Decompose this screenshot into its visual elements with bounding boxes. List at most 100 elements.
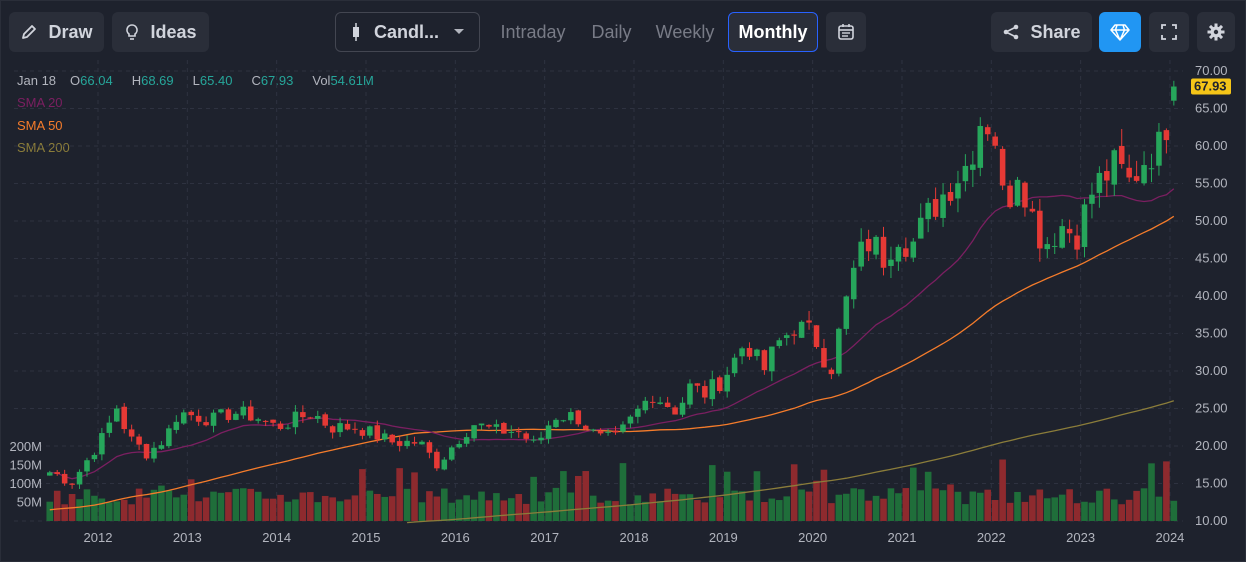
volume-bar <box>1058 494 1066 521</box>
volume-bar <box>1081 501 1088 521</box>
candle-body <box>895 246 902 262</box>
legend-sma-20: SMA 20 <box>17 95 63 110</box>
candle-body <box>158 445 165 449</box>
candle-body <box>203 422 209 426</box>
candle-body <box>359 430 366 436</box>
premium-button[interactable] <box>1099 12 1141 52</box>
fullscreen-button[interactable] <box>1149 12 1189 52</box>
candle-body <box>1014 179 1021 206</box>
candle-body <box>970 164 976 170</box>
volume-bar <box>403 488 411 521</box>
diamond-icon <box>1110 23 1130 41</box>
candle-body <box>873 236 879 255</box>
candle-body <box>54 472 60 475</box>
volume-bar <box>582 471 590 521</box>
volume-bar <box>976 492 984 521</box>
volume-bar <box>180 494 188 521</box>
volume-bar <box>83 489 91 521</box>
ideas-button[interactable]: Ideas <box>112 12 209 52</box>
tab-intraday[interactable]: Intraday <box>500 21 566 42</box>
candle-body <box>1133 176 1140 181</box>
calendar-button[interactable] <box>826 12 866 52</box>
candle-body <box>627 416 634 424</box>
price-chart[interactable]: 10.00 15.00 20.00 25.00 30.00 35.00 40.00 45.00… <box>0 60 1246 562</box>
volume-bar <box>597 502 604 521</box>
candle-body <box>381 433 388 440</box>
chart-type-dropdown[interactable]: Candl... <box>335 12 480 52</box>
volume-bar <box>805 491 813 521</box>
candle-body <box>560 420 567 422</box>
candle-body <box>999 148 1006 186</box>
candle-body <box>836 328 842 374</box>
volume-bar <box>716 497 724 521</box>
volume-bar <box>656 501 664 521</box>
ohlc-readout: Jan 18 O 66.04 H 68.69 L 65.40 C 67.93 V… <box>17 73 374 88</box>
volume-bar <box>165 490 173 521</box>
candle-body <box>322 414 328 426</box>
volume-bar <box>1051 497 1059 521</box>
candle-body <box>404 440 410 447</box>
volume-bar <box>307 492 314 521</box>
candle-body <box>113 408 120 422</box>
candle-body <box>1118 145 1125 164</box>
volume-bar <box>262 498 269 521</box>
volume-bar <box>91 495 98 521</box>
volume-bar <box>775 500 783 521</box>
candle-body <box>575 410 582 425</box>
candle-body <box>1074 235 1080 250</box>
candle-body <box>136 436 142 445</box>
volume-bar <box>225 492 232 521</box>
ohlc-date: Jan 18 <box>17 73 57 88</box>
candle-body <box>1007 185 1013 208</box>
candle-body <box>292 411 299 428</box>
tab-monthly[interactable]: Monthly <box>728 12 818 52</box>
candle-body <box>791 334 797 336</box>
volume-bar <box>500 500 508 521</box>
volume-tick-label: 150M <box>9 458 42 473</box>
volume-bar <box>173 497 180 521</box>
low-value: 65.40 <box>199 73 233 88</box>
draw-button[interactable]: Draw <box>9 12 104 52</box>
volume-bar <box>545 492 552 521</box>
price-tick-label: 25.00 <box>1195 401 1228 416</box>
volume-bar <box>314 502 322 521</box>
open-label: O <box>70 73 81 88</box>
tab-daily[interactable]: Daily <box>591 21 632 42</box>
volume-bar <box>381 496 389 521</box>
low-label: L <box>192 73 200 88</box>
candle-body <box>769 346 775 372</box>
candle-body <box>195 415 202 422</box>
volume-bar <box>574 475 582 521</box>
candle-body <box>1156 131 1162 166</box>
candle-body <box>642 400 649 411</box>
candle-body <box>709 379 716 400</box>
volume-bar <box>708 465 716 521</box>
volume-bar <box>508 498 515 521</box>
volume-bar <box>1073 503 1081 521</box>
volume-bar <box>895 493 902 521</box>
candle-body <box>903 248 909 257</box>
candlestick-icon <box>350 22 362 42</box>
volume-bar <box>1148 463 1155 521</box>
settings-button[interactable] <box>1197 12 1235 52</box>
volume-bar <box>455 499 463 521</box>
candle-body <box>545 425 552 439</box>
volume-bar <box>537 501 545 521</box>
volume-bar <box>441 488 448 521</box>
tab-weekly[interactable]: Weekly <box>655 21 715 42</box>
year-tick-label: 2012 <box>84 530 113 545</box>
volume-bar <box>299 492 307 521</box>
volume-bar <box>113 501 121 521</box>
candle-body <box>1089 194 1095 204</box>
candle-body <box>962 165 969 182</box>
volume-bar <box>187 479 195 521</box>
volume-bar <box>46 501 54 521</box>
legend-sma-50: SMA 50 <box>17 118 63 133</box>
candle-body <box>1163 130 1170 141</box>
volume-bar <box>336 501 344 521</box>
share-button[interactable]: Share <box>991 12 1092 52</box>
candle-body <box>247 406 254 421</box>
candle-body <box>233 413 239 420</box>
volume-bar <box>768 498 776 521</box>
candle-body <box>463 437 470 444</box>
